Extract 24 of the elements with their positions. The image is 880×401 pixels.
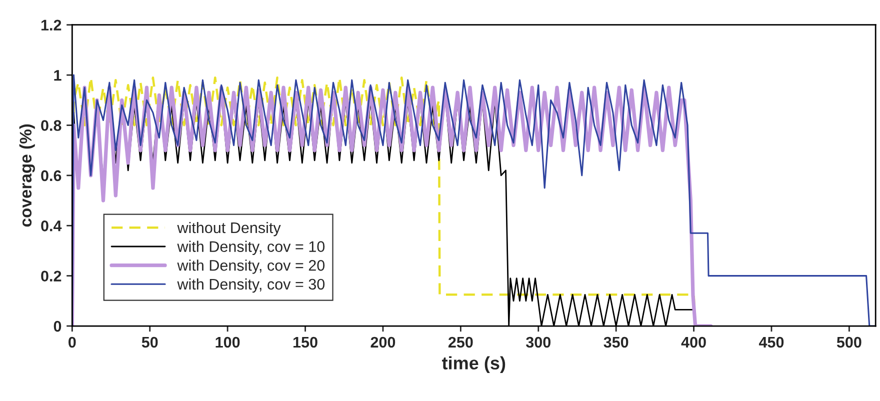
x-tick-label: 450 [758,336,784,348]
x-tick-label: 50 [142,336,158,348]
x-tick-label: 0 [68,336,76,348]
x-tick-label: 250 [448,336,473,348]
y-tick-label: 1.2 [41,20,62,30]
y-axis-title: coverage (%) [19,124,35,227]
x-axis-title: time (s) [442,356,506,374]
x-tick-label: 400 [681,336,706,348]
y-tick-label: 0 [54,320,62,332]
x-tick-label: 350 [604,336,628,348]
legend-label: with Density, cov = 10 [177,240,325,256]
x-tick-label: 500 [836,336,862,348]
y-tick-label: 0.4 [41,220,62,232]
x-tick-label: 150 [293,336,318,348]
x-tick-label: 200 [370,336,396,348]
y-tick-label: 1 [54,70,62,81]
legend-label: with Density, cov = 30 [177,278,325,293]
y-tick-label: 0.8 [41,120,62,131]
x-tick-label: 300 [526,336,550,348]
x-tick-label: 100 [216,336,240,348]
legend-label: with Density, cov = 20 [177,260,325,274]
y-tick-label: 0.2 [41,270,62,282]
legend-label: without Density [177,222,281,236]
y-tick-label: 0.6 [41,170,62,182]
